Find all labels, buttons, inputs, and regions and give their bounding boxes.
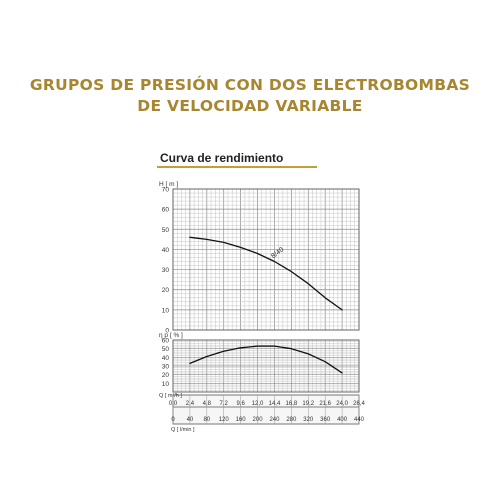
y-tick-label: 20 xyxy=(162,372,170,379)
y-tick-label: 20 xyxy=(162,287,170,294)
x-axis-box xyxy=(172,394,360,425)
x-tick-label-lmin: 200 xyxy=(253,417,264,423)
x-tick-label-m3h: 14,4 xyxy=(269,401,281,407)
y-tick-label: 10 xyxy=(162,307,170,314)
x-axis-label-lmin: Q [ l/min ] xyxy=(171,427,195,433)
y-tick-label: 50 xyxy=(162,346,170,353)
x-tick-label-lmin: 80 xyxy=(203,417,210,423)
y-tick-label: 30 xyxy=(162,364,170,371)
y-tick-label: 60 xyxy=(162,207,170,214)
x-tick-label-lmin: 440 xyxy=(354,417,365,423)
x-tick-label-lmin: 0 xyxy=(171,417,175,423)
x-tick-label-m3h: 24,0 xyxy=(336,401,348,407)
x-tick-label-m3h: 26,4 xyxy=(353,401,365,407)
x-tick-label-lmin: 320 xyxy=(303,417,314,423)
x-axis-label-m3h: Q [ m³/h ] xyxy=(159,393,182,399)
page-heading-line-2: DE VELOCIDAD VARIABLE xyxy=(137,97,363,115)
title-underline xyxy=(157,166,317,168)
y-tick-label: 70 xyxy=(162,187,170,194)
y-axis-label: H [ m ] xyxy=(159,181,178,188)
x-tick-label-m3h: 16,8 xyxy=(286,401,298,407)
x-tick-label-lmin: 160 xyxy=(236,417,247,423)
y-tick-label: 50 xyxy=(162,227,170,234)
y-axis-label: η p [ % ] xyxy=(159,332,183,339)
x-tick-label-m3h: 21,6 xyxy=(319,401,331,407)
x-tick-label-lmin: 120 xyxy=(219,417,230,423)
x-tick-label-lmin: 400 xyxy=(337,417,348,423)
x-tick-label-m3h: 4,8 xyxy=(203,401,212,407)
chart-title: Curva de rendimiento xyxy=(160,151,284,165)
x-tick-label-m3h: 12,0 xyxy=(252,401,264,407)
y-tick-label: 40 xyxy=(162,247,170,254)
series-line-1-0 xyxy=(189,345,343,374)
series-line-0-0 xyxy=(189,236,343,311)
x-tick-label-m3h: 0,0 xyxy=(169,401,178,407)
plot-frame-1 xyxy=(172,339,360,393)
y-tick-label: 40 xyxy=(162,355,170,362)
x-tick-label-lmin: 240 xyxy=(269,417,280,423)
x-tick-label-lmin: 280 xyxy=(286,417,297,423)
x-tick-label-m3h: 7,2 xyxy=(220,401,229,407)
x-tick-label-lmin: 360 xyxy=(320,417,331,423)
x-tick-label-m3h: 9,6 xyxy=(236,401,245,407)
plot-frame-0 xyxy=(172,188,360,331)
y-tick-label: 0 xyxy=(165,328,169,335)
x-tick-label-m3h: 19,2 xyxy=(302,401,314,407)
y-tick-label: 60 xyxy=(162,338,170,345)
y-tick-label: 10 xyxy=(162,381,170,388)
y-tick-label: 30 xyxy=(162,267,170,274)
x-tick-label-m3h: 2,4 xyxy=(186,401,195,407)
x-tick-label-lmin: 40 xyxy=(187,417,194,423)
page-heading-line-1: GRUPOS DE PRESIÓN CON DOS ELECTROBOMBAS xyxy=(29,76,471,94)
